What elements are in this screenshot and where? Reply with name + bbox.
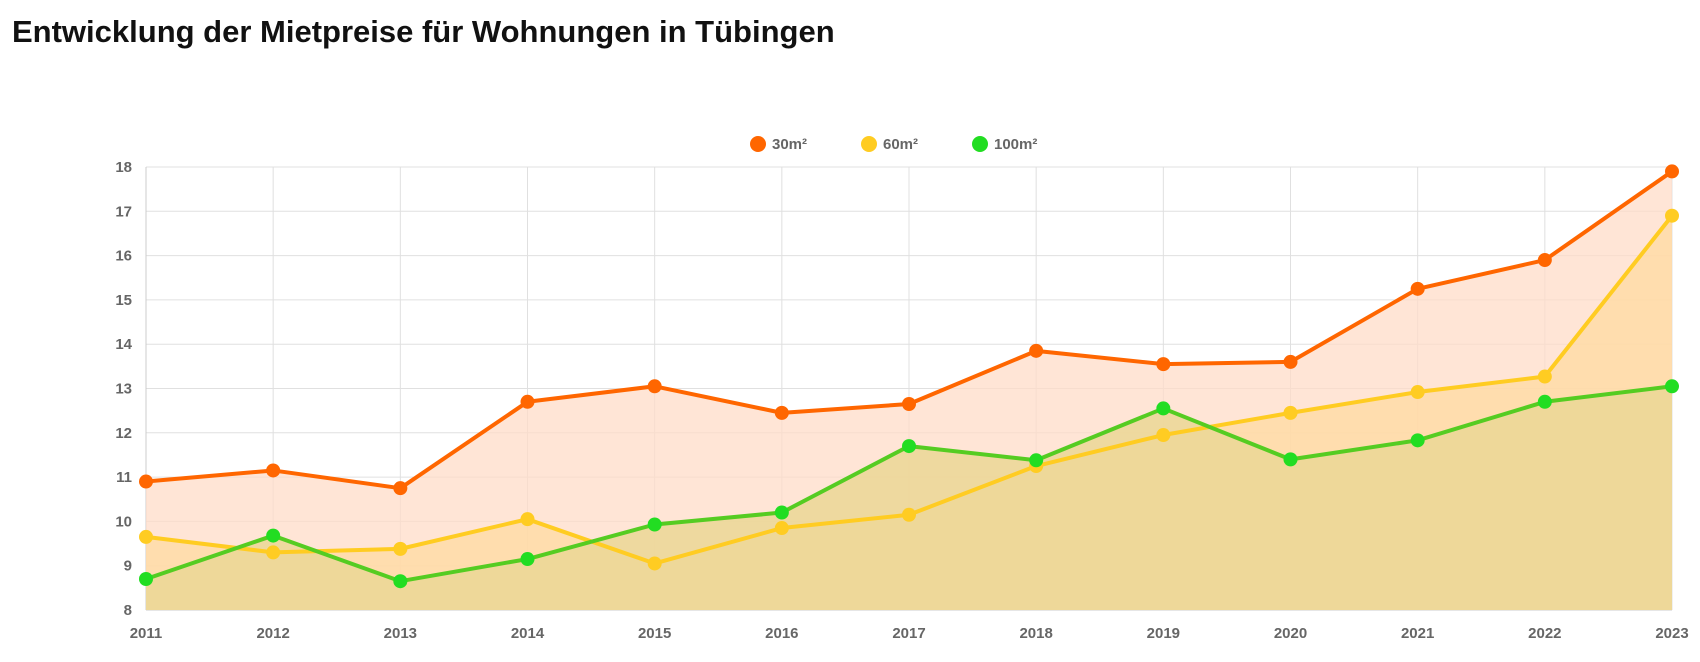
page-title: Entwicklung der Mietpreise für Wohnungen… — [12, 14, 835, 49]
x-tick-label: 2015 — [638, 625, 671, 642]
legend-label: 30m² — [772, 136, 807, 153]
legend-marker — [750, 136, 766, 152]
legend-item[interactable]: 30m² — [750, 136, 807, 153]
legend-label: 60m² — [883, 136, 918, 153]
y-axis-ticks: 8 9 10 11 12 13 14 15 16 17 18 — [115, 159, 132, 619]
data-point[interactable] — [1665, 164, 1679, 179]
x-tick-label: 2014 — [511, 625, 545, 642]
data-point[interactable] — [393, 541, 408, 556]
data-point[interactable] — [1283, 405, 1298, 420]
x-tick-label: 2019 — [1147, 625, 1180, 642]
x-tick-label: 2017 — [892, 625, 925, 642]
data-point[interactable] — [1537, 394, 1552, 409]
data-point[interactable] — [1283, 452, 1298, 467]
data-point[interactable] — [1537, 369, 1552, 384]
y-tick-label: 14 — [115, 336, 132, 353]
data-point[interactable] — [1283, 354, 1298, 369]
series-areas — [146, 171, 1672, 611]
y-tick-label: 18 — [115, 159, 132, 176]
data-point[interactable] — [1029, 343, 1044, 358]
y-tick-label: 17 — [115, 203, 132, 220]
data-point[interactable] — [1156, 428, 1171, 443]
data-point[interactable] — [1029, 453, 1044, 468]
legend-item[interactable]: 100m² — [972, 136, 1037, 153]
x-tick-label: 2022 — [1528, 625, 1561, 642]
data-point[interactable] — [520, 394, 535, 409]
data-point[interactable] — [266, 463, 281, 478]
data-point[interactable] — [902, 439, 916, 454]
legend-item[interactable]: 60m² — [861, 136, 918, 153]
data-point[interactable] — [520, 512, 535, 527]
data-point[interactable] — [393, 574, 408, 589]
y-tick-label: 9 — [124, 558, 132, 575]
data-point[interactable] — [266, 545, 281, 560]
data-point[interactable] — [1537, 253, 1552, 268]
legend-marker — [972, 136, 988, 152]
y-tick-label: 15 — [115, 292, 132, 309]
series-points — [139, 164, 1679, 589]
x-tick-label: 2018 — [1019, 625, 1052, 642]
y-tick-label: 11 — [116, 469, 132, 486]
y-tick-label: 12 — [115, 425, 132, 442]
legend-label: 100m² — [994, 136, 1037, 153]
x-tick-label: 2021 — [1401, 625, 1434, 642]
series-area — [146, 386, 1672, 610]
data-point[interactable] — [139, 571, 153, 586]
data-point[interactable] — [774, 405, 789, 420]
data-point[interactable] — [393, 481, 408, 496]
y-tick-label: 8 — [124, 602, 132, 619]
data-point[interactable] — [647, 379, 662, 394]
data-point[interactable] — [1665, 379, 1679, 394]
x-axis-ticks: 2011 2012 2013 2014 2015 2016 2017 2018 2019 2020… — [130, 625, 1689, 642]
data-point[interactable] — [1410, 433, 1425, 448]
y-tick-label: 10 — [115, 513, 132, 530]
data-point[interactable] — [139, 529, 153, 544]
x-tick-label: 2013 — [384, 625, 417, 642]
data-point[interactable] — [774, 521, 789, 536]
data-point[interactable] — [139, 474, 153, 489]
x-tick-label: 2012 — [256, 625, 289, 642]
chart-legend[interactable]: 30m² 60m² 100m² — [750, 136, 1037, 153]
data-point[interactable] — [774, 505, 789, 520]
data-point[interactable] — [1410, 281, 1425, 296]
data-point[interactable] — [520, 552, 535, 567]
data-point[interactable] — [1665, 208, 1679, 223]
x-tick-label: 2020 — [1274, 625, 1307, 642]
y-tick-label: 13 — [115, 381, 132, 398]
data-point[interactable] — [1410, 385, 1425, 400]
data-point[interactable] — [1156, 357, 1171, 372]
legend-marker — [861, 136, 877, 152]
x-tick-label: 2023 — [1655, 625, 1688, 642]
data-point[interactable] — [902, 507, 916, 522]
data-point[interactable] — [902, 397, 916, 412]
y-tick-label: 16 — [115, 248, 132, 265]
data-point[interactable] — [266, 528, 281, 543]
data-point[interactable] — [647, 517, 662, 532]
data-point[interactable] — [647, 556, 662, 571]
x-tick-label: 2016 — [765, 625, 798, 642]
x-tick-label: 2011 — [130, 625, 163, 642]
data-point[interactable] — [1156, 401, 1171, 416]
